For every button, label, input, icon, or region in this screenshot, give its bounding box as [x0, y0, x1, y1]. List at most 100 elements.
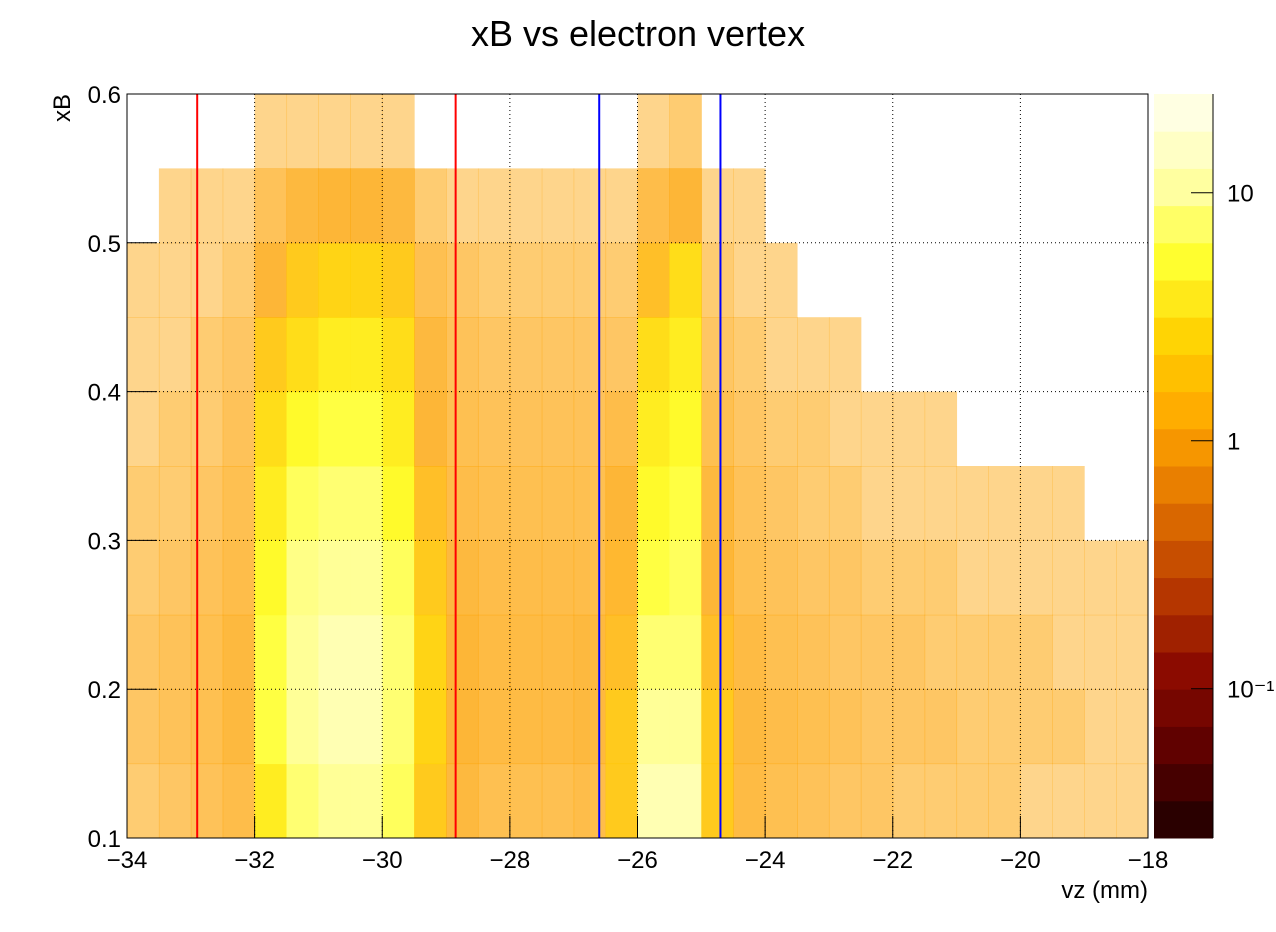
- heat-cell: [446, 466, 479, 541]
- heat-cell: [828, 317, 862, 393]
- heat-cell: [573, 317, 607, 393]
- heat-cell: [254, 317, 288, 393]
- y-tick-label: 0.2: [88, 677, 121, 704]
- heat-cell: [701, 317, 734, 393]
- heat-cell: [158, 763, 192, 839]
- heat-cell: [892, 689, 926, 765]
- heat-cell: [318, 242, 351, 318]
- heat-cell: [733, 540, 766, 616]
- heat-cell: [637, 317, 670, 393]
- heat-cell: [1116, 540, 1149, 616]
- heat-cell: [1116, 763, 1149, 839]
- heat-cell: [350, 94, 383, 169]
- z-tick-label: 10: [1227, 181, 1254, 208]
- heat-cell: [286, 242, 319, 318]
- heat-cell: [286, 689, 319, 765]
- heat-cell: [797, 689, 830, 765]
- heat-cell: [318, 317, 351, 393]
- x-tick-label: −34: [107, 847, 148, 874]
- heat-cell: [924, 391, 958, 467]
- heat-cell: [828, 689, 862, 765]
- colorbar-band: [1154, 466, 1213, 504]
- colorbar-band: [1154, 652, 1213, 690]
- heat-cell: [1020, 614, 1053, 690]
- heat-cell: [414, 242, 447, 318]
- heat-cell: [892, 540, 926, 616]
- heat-cell: [127, 614, 160, 690]
- heat-cell: [414, 317, 447, 393]
- heat-cell: [924, 466, 958, 541]
- heat-cell: [701, 689, 734, 765]
- heat-cell: [477, 317, 511, 393]
- heat-cell: [127, 540, 160, 616]
- chart-title: xB vs electron vertex: [471, 13, 805, 54]
- heat-cell: [350, 391, 383, 467]
- x-axis-label: vz (mm): [1061, 877, 1148, 904]
- heat-cell: [446, 242, 479, 318]
- heat-cell: [637, 94, 670, 169]
- heat-cell: [1020, 540, 1053, 616]
- heat-cell: [509, 540, 543, 616]
- heat-cell: [892, 614, 926, 690]
- heat-cell: [637, 540, 670, 616]
- heat-cell: [573, 391, 607, 467]
- heat-cell: [190, 391, 224, 467]
- heat-cell: [541, 391, 575, 467]
- heat-cell: [350, 466, 383, 541]
- heat-cell: [382, 614, 415, 690]
- heat-cell: [222, 540, 256, 616]
- heat-cell: [541, 168, 575, 244]
- heat-cell: [509, 168, 543, 244]
- heat-cell: [669, 168, 702, 244]
- heat-cell: [669, 689, 702, 765]
- heat-cell: [765, 391, 798, 467]
- heat-cell: [701, 242, 734, 318]
- heat-cell: [892, 391, 926, 467]
- heat-cell: [605, 168, 638, 244]
- colorbar-band: [1154, 280, 1213, 318]
- z-tick-label: 1: [1227, 429, 1240, 456]
- heat-cell: [733, 689, 766, 765]
- heat-cell: [158, 540, 192, 616]
- heat-cell: [318, 689, 351, 765]
- heat-cell: [158, 242, 192, 318]
- x-tick-label: −20: [1000, 847, 1041, 874]
- heat-cell: [190, 763, 224, 839]
- heat-cell: [222, 689, 256, 765]
- y-tick-label: 0.4: [88, 380, 121, 407]
- heat-cell: [190, 540, 224, 616]
- heat-cell: [669, 242, 702, 318]
- heat-cell: [541, 540, 575, 616]
- heat-cell: [254, 94, 288, 169]
- heat-cell: [733, 763, 766, 839]
- heat-cell: [669, 466, 702, 541]
- heat-cell: [637, 168, 670, 244]
- heat-cell: [637, 763, 670, 839]
- heat-cell: [733, 391, 766, 467]
- colorbar-band: [1154, 317, 1213, 355]
- colorbar-band: [1154, 614, 1213, 653]
- heat-cell: [509, 614, 543, 690]
- heat-cell: [509, 391, 543, 467]
- heat-cell: [733, 242, 766, 318]
- heat-cell: [222, 466, 256, 541]
- heat-cell: [860, 763, 894, 839]
- heat-cell: [446, 689, 479, 765]
- heat-cell: [414, 466, 447, 541]
- heat-cell: [637, 391, 670, 467]
- heat-cell: [222, 242, 256, 318]
- heat-cell: [318, 391, 351, 467]
- heat-cell: [701, 466, 734, 541]
- heat-cell: [382, 689, 415, 765]
- x-tick-label: −24: [745, 847, 786, 874]
- heat-cell: [414, 391, 447, 467]
- heat-cell: [254, 168, 288, 244]
- heat-cell: [669, 317, 702, 393]
- heat-cell: [573, 242, 607, 318]
- colorbar-band: [1154, 205, 1213, 244]
- heat-cell: [765, 317, 798, 393]
- x-tick-label: −26: [617, 847, 658, 874]
- heat-cell: [669, 391, 702, 467]
- heat-cell: [350, 168, 383, 244]
